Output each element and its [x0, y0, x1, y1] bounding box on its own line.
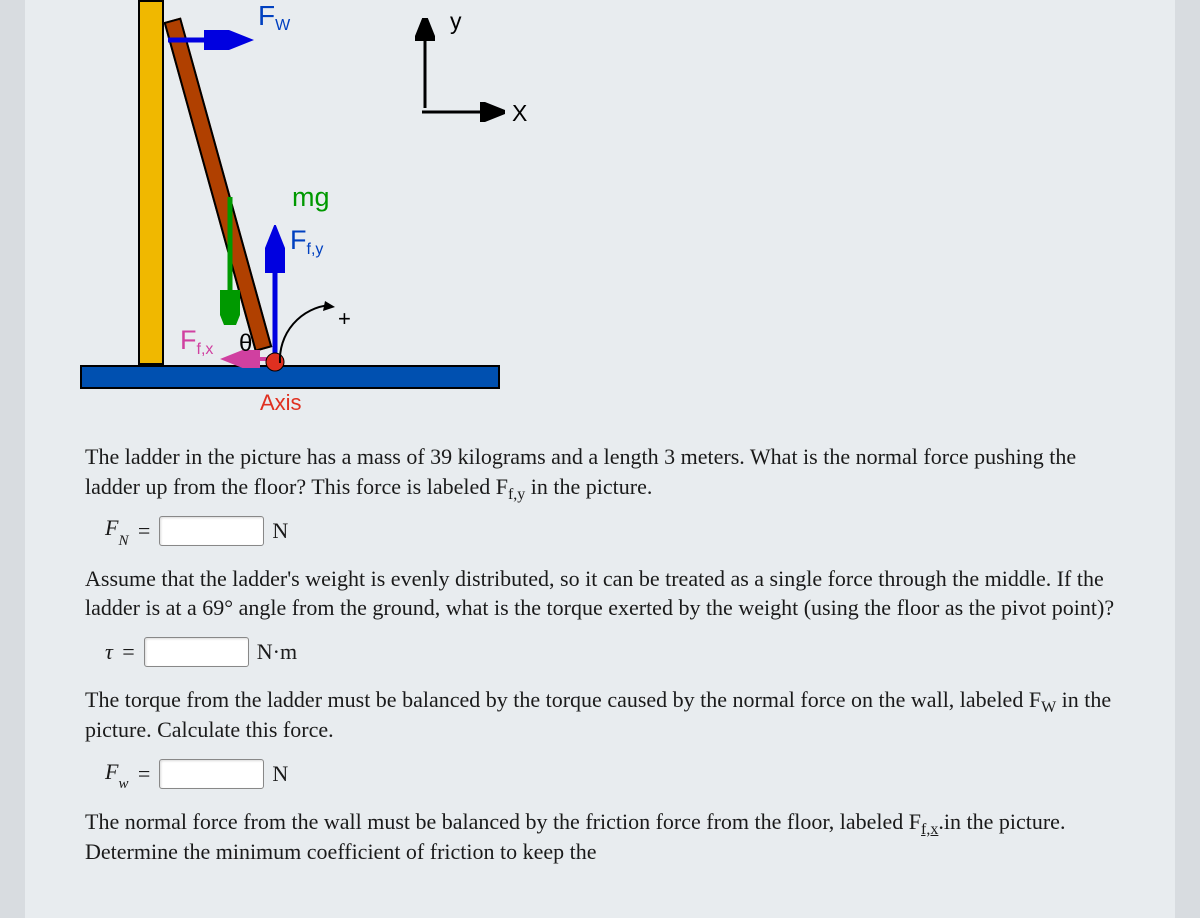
theta-label: θ	[239, 330, 252, 358]
input-fw[interactable]	[159, 759, 264, 789]
ffx-label: Ff,x	[180, 325, 213, 356]
problem-page: FW y X mg Ff,y Ff,x	[25, 0, 1175, 918]
ladder-diagram: FW y X mg Ff,y Ff,x	[80, 0, 500, 420]
x-label: X	[512, 100, 527, 127]
equation-fn: FN = N	[105, 515, 1115, 545]
mg-arrow	[220, 195, 240, 325]
axis-label: Axis	[260, 390, 302, 416]
equation-tau: τ = N·m	[105, 637, 1115, 667]
x-axis-arrow	[420, 102, 505, 122]
paragraph-3: The torque from the ladder must be balan…	[85, 685, 1115, 744]
ladder-rect	[164, 17, 273, 351]
angle-arc	[275, 295, 365, 375]
equation-fw: Fw = N	[105, 759, 1115, 789]
input-tau[interactable]	[144, 637, 249, 667]
fw-label: FW	[258, 0, 290, 32]
plus-label: +	[338, 306, 351, 332]
y-label: y	[450, 8, 462, 35]
mg-label: mg	[292, 182, 330, 213]
ffy-label: Ff,y	[290, 225, 323, 256]
paragraph-4: The normal force from the wall must be b…	[85, 807, 1115, 866]
y-axis-arrow	[415, 18, 435, 113]
paragraph-2: Assume that the ladder's weight is evenl…	[85, 564, 1115, 623]
paragraph-1: The ladder in the picture has a mass of …	[85, 442, 1115, 501]
wall-rect	[138, 0, 164, 365]
input-fn[interactable]	[159, 516, 264, 546]
fw-arrow	[166, 30, 256, 50]
